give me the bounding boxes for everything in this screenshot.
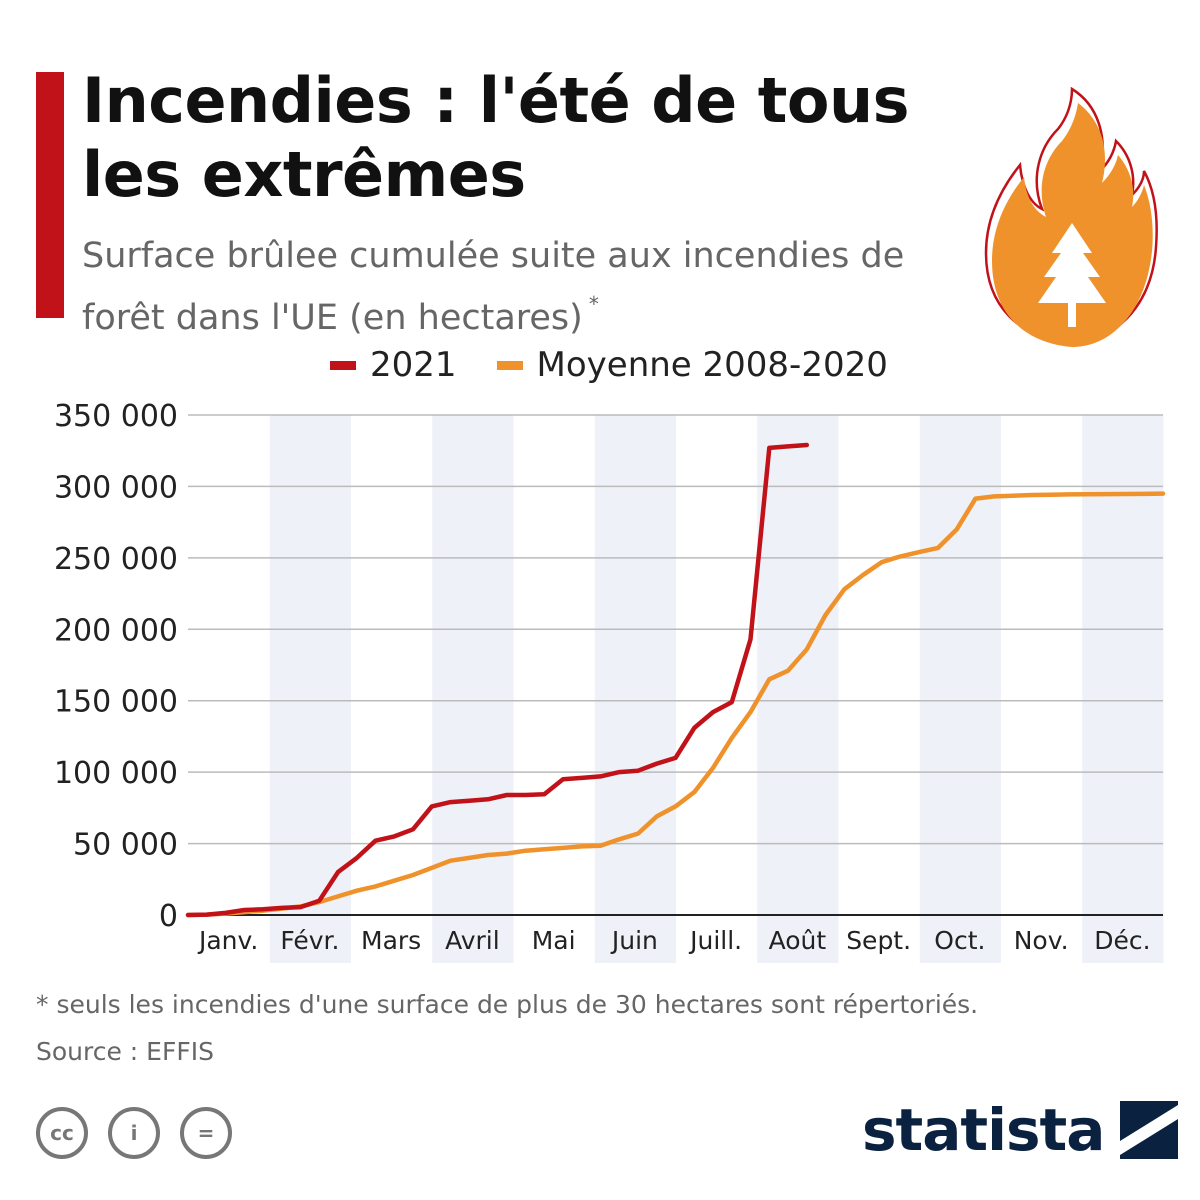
x-tick-label-0: Janv.: [197, 926, 258, 955]
x-tick-label-4: Mai: [532, 926, 576, 955]
month-band-5: [594, 415, 676, 963]
legend-label-average: Moyenne 2008-2020: [536, 345, 888, 385]
line-chart: 0 50 000 100 000 150 000 200 000 250 000 300 0…: [54, 399, 1166, 963]
statista-logo: statista: [862, 1096, 1179, 1164]
statista-mark-icon: [1120, 1101, 1179, 1159]
x-tick-label-8: Sept.: [846, 926, 911, 955]
x-tick-label-1: Févr.: [280, 926, 339, 955]
x-tick-label-10: Nov.: [1014, 926, 1069, 955]
y-tick-label-3: 150 000: [54, 685, 178, 720]
y-tick-label-7: 350 000: [54, 399, 178, 434]
x-tick-label-7: Août: [769, 926, 827, 955]
legend-item-2021: 2021: [330, 345, 457, 385]
y-tick-label-2: 100 000: [54, 756, 178, 791]
legend-swatch-2021: [330, 360, 356, 370]
x-tick-label-5: Juin: [610, 926, 658, 955]
series-line-1: [185, 491, 1166, 918]
legend: 2021 Moyenne 2008-2020: [330, 340, 928, 390]
legend-label-2021: 2021: [370, 345, 457, 385]
legend-item-average: Moyenne 2008-2020: [496, 345, 888, 385]
cc-icon: cc: [36, 1107, 88, 1159]
y-tick-label-5: 250 000: [54, 542, 178, 577]
y-tick-label-6: 300 000: [54, 470, 178, 505]
subtitle-text: Surface brûlee cumulée suite aux incendi…: [82, 236, 905, 338]
series-line-0: [185, 442, 810, 918]
y-tick-label-0: 0: [159, 899, 178, 934]
x-tick-label-11: Déc.: [1094, 926, 1150, 955]
attribution-icon: i: [108, 1107, 160, 1159]
footnote: * seuls les incendies d'une surface de p…: [36, 990, 979, 1019]
flame-tree-icon: [984, 86, 1158, 347]
x-tick-label-3: Avril: [445, 926, 500, 955]
chart-subtitle: Surface brûlee cumulée suite aux incendi…: [82, 232, 942, 342]
x-tick-label-6: Juill.: [688, 926, 742, 955]
no-derivatives-icon: =: [180, 1107, 232, 1159]
month-band-7: [757, 415, 839, 963]
source-text: Source : EFFIS: [36, 1037, 214, 1066]
statista-wordmark: statista: [862, 1096, 1105, 1164]
title-accent-bar: [36, 72, 64, 318]
license-icons: cc i =: [36, 1107, 252, 1159]
month-band-1: [269, 415, 351, 963]
month-band-3: [432, 415, 514, 963]
month-band-11: [1082, 415, 1164, 963]
month-band-9: [919, 415, 1001, 963]
y-tick-label-1: 50 000: [73, 828, 178, 863]
subtitle-footnote-marker: *: [588, 292, 599, 316]
y-tick-label-4: 200 000: [54, 613, 178, 648]
x-tick-label-2: Mars: [361, 926, 421, 955]
x-tick-label-9: Oct.: [934, 926, 985, 955]
legend-swatch-average: [496, 360, 523, 370]
chart-title: Incendies : l'été de tous les extrêmes: [82, 64, 910, 211]
